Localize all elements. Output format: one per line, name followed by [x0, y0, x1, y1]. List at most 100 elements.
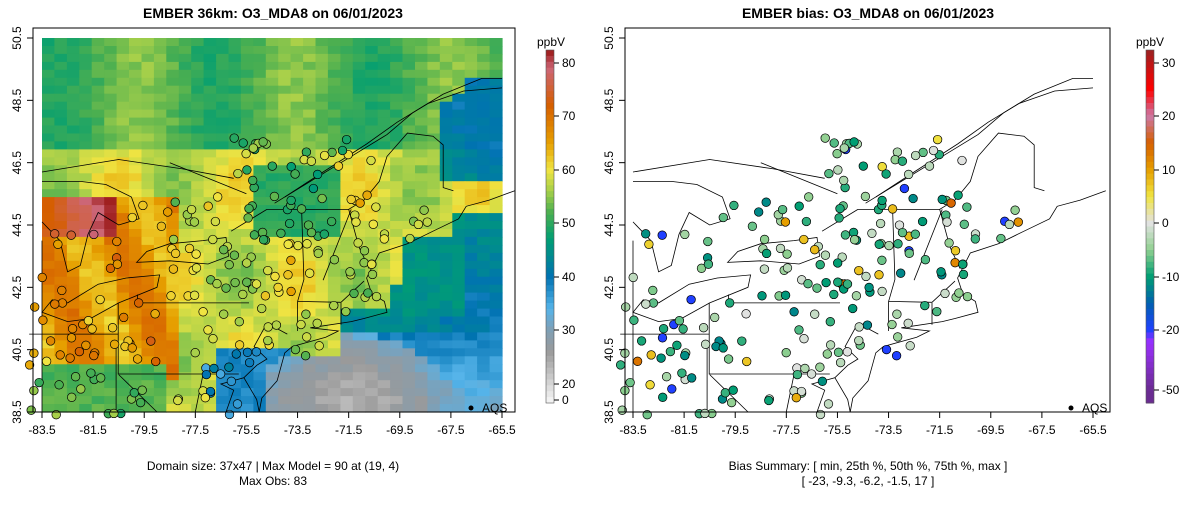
grid-cell [439, 332, 453, 341]
colorbar-segment [1146, 350, 1154, 357]
grid-cell [191, 157, 205, 166]
grid-cell [402, 372, 416, 381]
aqs-station-point [646, 350, 656, 360]
grid-cell [178, 117, 192, 127]
colorbar-tick-label: 0 [1162, 216, 1169, 230]
colorbar-tick-label: 30 [1162, 56, 1176, 70]
grid-cell [427, 53, 441, 63]
grid-cell [390, 117, 404, 127]
aqs-station-point [70, 372, 81, 382]
aqs-station-point [345, 267, 355, 277]
aqs-station-point [184, 243, 195, 254]
grid-cell [166, 380, 180, 389]
grid-cell [42, 236, 55, 246]
colorbar-segment [1146, 379, 1154, 386]
grid-cell [415, 61, 428, 71]
aqs-station-point [37, 272, 47, 283]
grid-cell [91, 308, 105, 318]
grid-cell [216, 133, 230, 143]
grid-cell [340, 125, 354, 135]
grid-cell [240, 284, 254, 294]
aqs-station-point [273, 282, 283, 293]
aqs-station-point [312, 318, 322, 328]
grid-cell [191, 181, 205, 190]
grid-cell [365, 244, 379, 254]
grid-cell [352, 69, 366, 79]
grid-cell [153, 380, 167, 389]
grid-cell [427, 404, 441, 413]
grid-cell [129, 244, 142, 254]
aqs-station-point [899, 183, 910, 194]
grid-cell [216, 197, 230, 206]
grid-cell [464, 221, 478, 230]
grid-cell [191, 61, 205, 71]
grid-cell [191, 268, 205, 278]
grid-cell [253, 268, 267, 278]
grid-cell [141, 61, 155, 71]
grid-cell [377, 340, 391, 349]
grid-cell [352, 109, 366, 119]
colorbar-segment [1146, 385, 1154, 392]
aqs-station-point [877, 195, 887, 206]
colorbar-segment [1146, 250, 1154, 257]
grid-cell [390, 109, 404, 119]
grid-cell [290, 125, 304, 135]
grid-cell [91, 149, 105, 158]
aqs-station-point [799, 234, 809, 245]
colorbar-segment [546, 361, 554, 369]
aqs-station-point [840, 230, 851, 240]
grid-cell [240, 181, 254, 190]
grid-cell [402, 189, 416, 198]
grid-cell [377, 53, 391, 63]
grid-cell [278, 141, 292, 150]
grid-cell [240, 221, 254, 230]
aqs-station-point [301, 309, 311, 319]
grid-cell [42, 149, 55, 158]
grid-cell [489, 38, 503, 47]
grid-cell [352, 141, 366, 150]
grid-cell [340, 61, 354, 71]
grid-cell [240, 101, 254, 111]
grid-cell [427, 260, 441, 270]
grid-cell [352, 244, 366, 254]
grid-cell [240, 197, 254, 206]
grid-cell [439, 101, 453, 111]
grid-cell [327, 276, 341, 286]
grid-cell [365, 276, 379, 286]
grid-cell [91, 189, 105, 198]
aqs-station-point [877, 286, 887, 297]
grid-cell [315, 189, 329, 198]
aqs-station-point [893, 332, 903, 342]
grid-cell [352, 61, 366, 71]
grid-cell [489, 292, 503, 302]
aqs-stations [615, 133, 1023, 420]
grid-cell [265, 61, 279, 71]
grid-cell [104, 141, 118, 150]
aqs-station-point [761, 248, 772, 259]
colorbar-segment [1146, 103, 1154, 110]
colorbar-tick-label: -20 [1162, 323, 1180, 337]
grid-cell [91, 46, 105, 55]
grid-cell [228, 141, 242, 150]
grid-cell [477, 101, 491, 111]
grid-cell [290, 101, 304, 111]
grid-cell [129, 141, 142, 150]
grid-cell [191, 229, 205, 238]
grid-cell [240, 189, 254, 198]
grid-cell [327, 332, 341, 341]
aqs-station-point [300, 351, 311, 361]
aqs-station-point [657, 333, 668, 343]
aqs-station-point [937, 194, 947, 205]
grid-cell [489, 133, 503, 143]
aqs-station-point [726, 397, 737, 408]
grid-cell [402, 396, 416, 405]
grid-cell [104, 165, 118, 174]
aqs-station-point [286, 255, 296, 265]
grid-cell [390, 300, 404, 310]
grid-cell [315, 252, 329, 262]
grid-cell [352, 165, 366, 174]
grid-cell [464, 268, 478, 278]
grid-cell [42, 53, 55, 63]
aqs-station-point [804, 192, 814, 202]
grid-cell [415, 292, 428, 302]
